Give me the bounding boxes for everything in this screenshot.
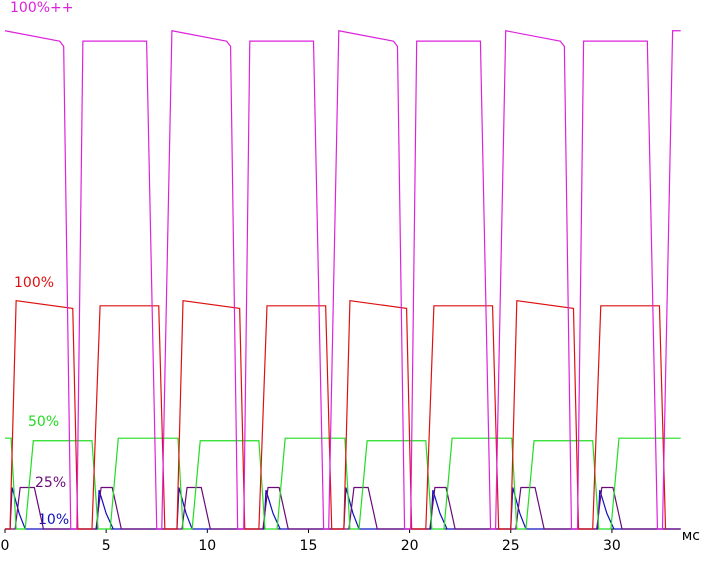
series-label: 100%++: [10, 0, 74, 16]
series-line: [5, 486, 681, 530]
series-label: 50%: [28, 414, 59, 430]
x-tick-label: 20: [401, 538, 419, 554]
x-tick-label: 0: [1, 538, 10, 554]
series-line: [5, 487, 681, 530]
series-line: [5, 437, 681, 530]
series-line: [5, 299, 667, 530]
series-label: 100%: [14, 275, 54, 291]
series-line: [4, 30, 681, 530]
series-label: 10%: [38, 512, 69, 528]
x-tick-label: 10: [198, 538, 216, 554]
x-axis-label: мс: [682, 528, 700, 544]
x-tick-label: 30: [603, 538, 621, 554]
series-label: 25%: [35, 475, 66, 491]
x-tick-label: 25: [502, 538, 520, 554]
x-tick-label: 15: [300, 538, 318, 554]
x-tick-label: 5: [102, 538, 111, 554]
